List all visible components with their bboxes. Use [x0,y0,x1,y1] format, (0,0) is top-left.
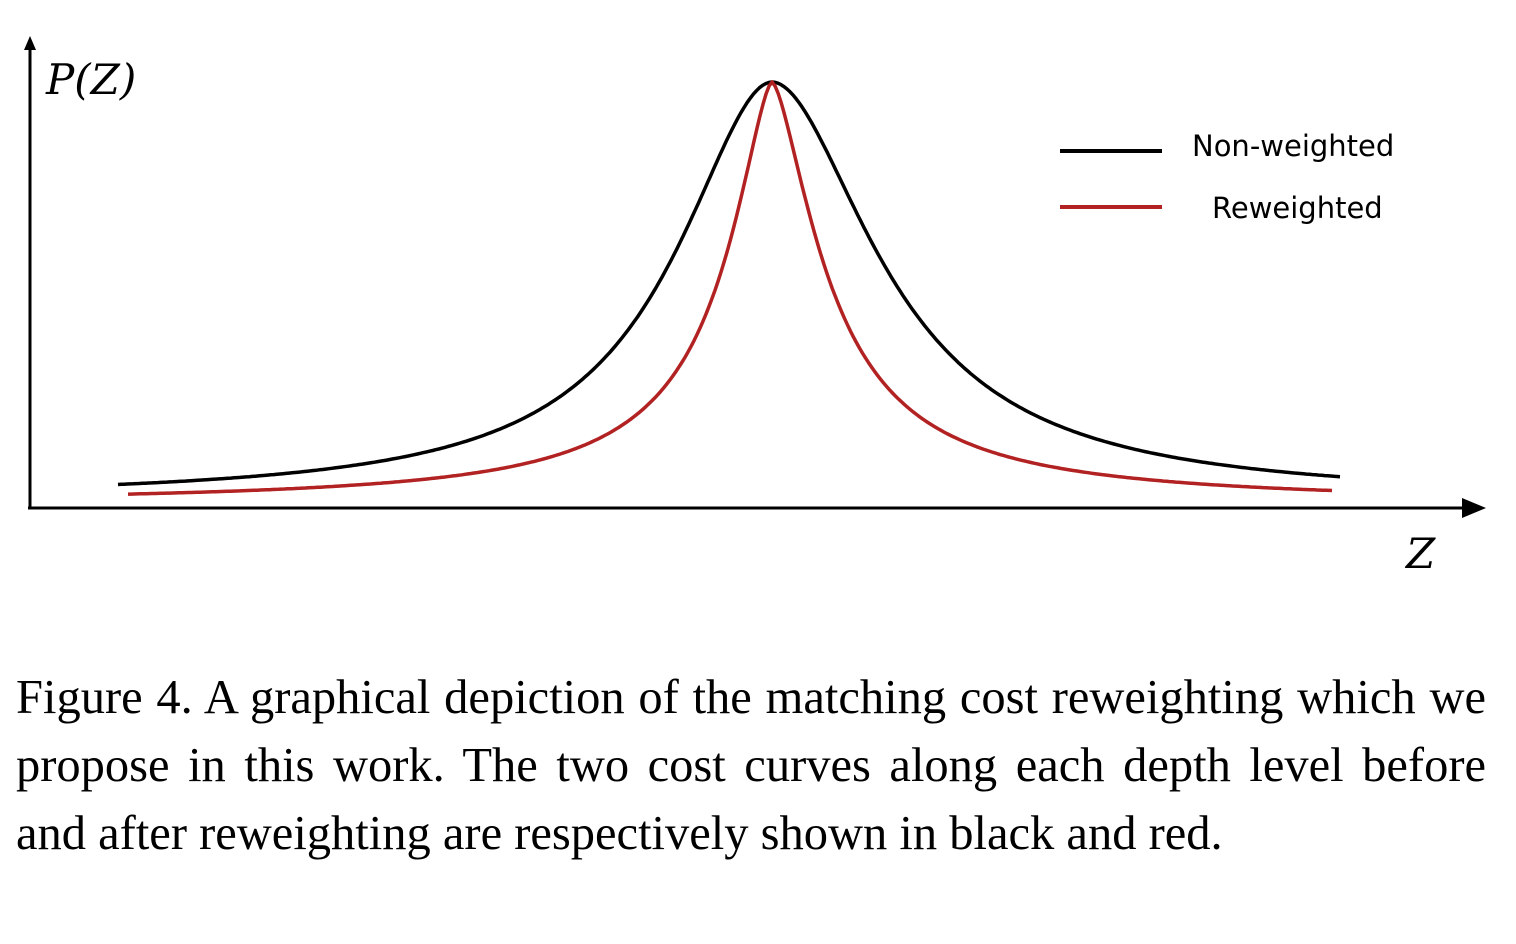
series-line-non-weighted [117,80,1341,487]
y-axis-label: P(Z) [45,55,136,104]
legend-label-reweighted: Reweighted [1212,191,1383,225]
x-axis-label: Z [1404,529,1436,578]
x-axis-arrow-icon [1462,498,1486,518]
figure-caption: Figure 4. A graphical depiction of the m… [16,671,1486,860]
figure-plot: P(Z) Z Non-weighted Reweighted [24,36,1486,578]
series-line-reweighted [128,80,1333,496]
y-axis-arrow-icon [24,36,36,50]
legend: Non-weighted Reweighted [1060,129,1394,225]
legend-label-non-weighted: Non-weighted [1192,129,1394,163]
